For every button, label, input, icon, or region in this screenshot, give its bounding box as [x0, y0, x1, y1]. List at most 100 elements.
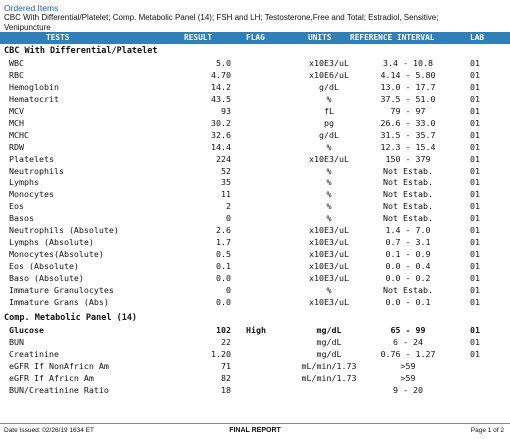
test-reference: 4.14 - 5.80 — [380, 69, 436, 80]
test-lab: 01 — [470, 237, 480, 248]
test-lab: 01 — [470, 273, 480, 284]
test-units: x10E6/uL — [309, 69, 349, 80]
test-units: g/dL — [319, 81, 339, 92]
test-result: 4.70 — [211, 69, 231, 80]
table-row: Neutrophils (Absolute) 2.6 x10E3/uL 1.4 - 7… — [0, 224, 510, 236]
table-row: RBC 4.70 x10E6/uL 4.14 - 5.80 01 — [0, 69, 510, 81]
test-result: 0.0 — [216, 273, 231, 284]
test-lab: 01 — [470, 285, 480, 295]
test-lab: 01 — [470, 69, 480, 80]
report-status: FINAL REPORT — [229, 427, 281, 434]
test-units: % — [326, 165, 332, 176]
col-lab: LAB — [470, 33, 485, 42]
ordered-items-header: Ordered Items CBC With Differential/Plat… — [4, 3, 504, 32]
test-result: 0 — [226, 285, 231, 295]
date-issued: Date Issued: 02/26/19 1634 ET — [4, 427, 94, 434]
table-row: MCV 93 fL 79 - 97 01 — [0, 105, 510, 117]
test-name: Monocytes(Absolute) — [9, 249, 104, 260]
test-reference: Not Estab. — [383, 201, 433, 212]
test-result: 1.20 — [211, 348, 231, 359]
table-row: Creatinine 1.20 mg/dL 0.76 - 1.27 01 — [0, 348, 510, 360]
test-name: RDW — [9, 141, 24, 152]
test-flag: High — [246, 324, 266, 335]
test-result: 82 — [221, 372, 231, 383]
test-units: x10E3/uL — [309, 273, 349, 284]
test-reference: Not Estab. — [383, 213, 433, 224]
test-units: mg/dL — [316, 348, 342, 359]
test-result: 30.2 — [211, 117, 231, 128]
test-name: Lymphs (Absolute) — [9, 237, 94, 248]
test-reference: 26.6 - 33.0 — [380, 117, 436, 128]
test-units: fL — [324, 105, 334, 116]
test-reference: 65 - 99 — [390, 324, 426, 335]
test-result: 0.5 — [216, 249, 231, 260]
test-units: pg — [324, 117, 334, 128]
table-row: eGFR If Africn Am 82 mL/min/1.73 >59 — [0, 372, 510, 384]
test-units: mL/min/1.73 — [301, 360, 357, 371]
test-lab: 01 — [470, 165, 480, 176]
table-row: Basos 0% Not Estab. 01 — [0, 212, 510, 224]
test-units: % — [326, 177, 332, 188]
test-reference: >59 — [400, 360, 416, 371]
table-row: Glucose 102 High mg/dL 65 - 99 01 — [0, 324, 510, 336]
test-name: MCHC — [9, 129, 29, 140]
column-header-bar: TESTS RESULT FLAG UNITS REFERENCE INTERV… — [0, 32, 510, 44]
test-name: Neutrophils — [9, 165, 64, 176]
table-row: MCH 30.2 pg 26.6 - 33.0 01 — [0, 117, 510, 129]
test-reference: 37.5 - 51.0 — [380, 93, 436, 104]
table-row: Lymphs (Absolute) 1.7 x10E3/uL 0.7 - 3.1 01 — [0, 236, 510, 248]
test-result: 22 — [221, 336, 231, 347]
test-result: 0.1 — [216, 261, 231, 272]
test-lab: 01 — [470, 153, 480, 164]
col-result: RESULT — [184, 33, 213, 42]
test-units: x10E3/uL — [309, 225, 349, 236]
col-units: UNITS — [308, 33, 332, 42]
section-title-text: Comp. Metabolic Panel (14) — [4, 312, 138, 323]
test-name: Immature Grans (Abs) — [9, 296, 109, 307]
test-reference: 150 - 379 — [385, 153, 431, 164]
col-tests: TESTS — [46, 33, 70, 42]
test-name: eGFR If Africn Am — [9, 372, 94, 383]
test-result: 43.5 — [211, 93, 231, 104]
test-units: mL/min/1.73 — [301, 372, 357, 383]
table-row: Hemoglobin 14.2 g/dL 13.0 - 17.7 01 — [0, 81, 510, 93]
test-name: Baso (Absolute) — [9, 273, 84, 284]
table-row: Hematocrit 43.5% 37.5 - 51.0 01 — [0, 93, 510, 105]
test-result: 14.4 — [211, 141, 231, 152]
table-row: Immature Grans (Abs) 0.0 x10E3/uL 0.0 - 0.1… — [0, 296, 510, 308]
test-name: Monocytes — [9, 189, 54, 200]
test-reference: 31.5 - 35.7 — [380, 129, 436, 140]
test-lab: 01 — [470, 348, 480, 359]
test-units: g/dL — [319, 129, 339, 140]
test-reference: 9 - 20 — [393, 384, 423, 395]
test-units: x10E3/uL — [309, 153, 349, 164]
test-reference: Not Estab. — [383, 177, 433, 188]
test-lab: 01 — [470, 57, 480, 68]
test-name: Eos (Absolute) — [9, 261, 79, 272]
test-result: 93 — [221, 105, 231, 116]
test-units: % — [326, 213, 332, 224]
test-reference: 3.4 - 10.8 — [383, 57, 433, 68]
test-lab: 01 — [470, 189, 480, 200]
test-name: Immature Granulocytes — [9, 285, 114, 295]
table-row: eGFR If NonAfricn Am 71 mL/min/1.73 >59 — [0, 360, 510, 372]
test-units: x10E3/uL — [309, 261, 349, 272]
test-units: x10E3/uL — [309, 249, 349, 260]
test-units: % — [326, 189, 332, 200]
table-row: RDW 14.4% 12.3 - 15.4 01 — [0, 141, 510, 153]
page-number: Page 1 of 2 — [470, 427, 504, 434]
test-reference: 13.0 - 17.7 — [380, 81, 436, 92]
section-title: Comp. Metabolic Panel (14) — [0, 312, 510, 324]
col-flag: FLAG — [246, 33, 265, 42]
test-result: 5.0 — [216, 57, 231, 68]
test-units: x10E3/uL — [309, 237, 349, 248]
test-result: 32.6 — [211, 129, 231, 140]
table-row: Immature Granulocytes 0% Not Estab. 01 — [0, 284, 510, 296]
ordered-items-line2: Venipuncture — [4, 22, 51, 32]
test-result: 102 — [216, 324, 231, 335]
table-row: BUN 22 mg/dL 6 - 24 01 — [0, 336, 510, 348]
test-lab: 01 — [470, 225, 480, 236]
test-reference: Not Estab. — [383, 189, 433, 200]
test-reference: 0.0 - 0.1 — [385, 296, 431, 307]
test-reference: 0.7 - 3.1 — [385, 237, 431, 248]
